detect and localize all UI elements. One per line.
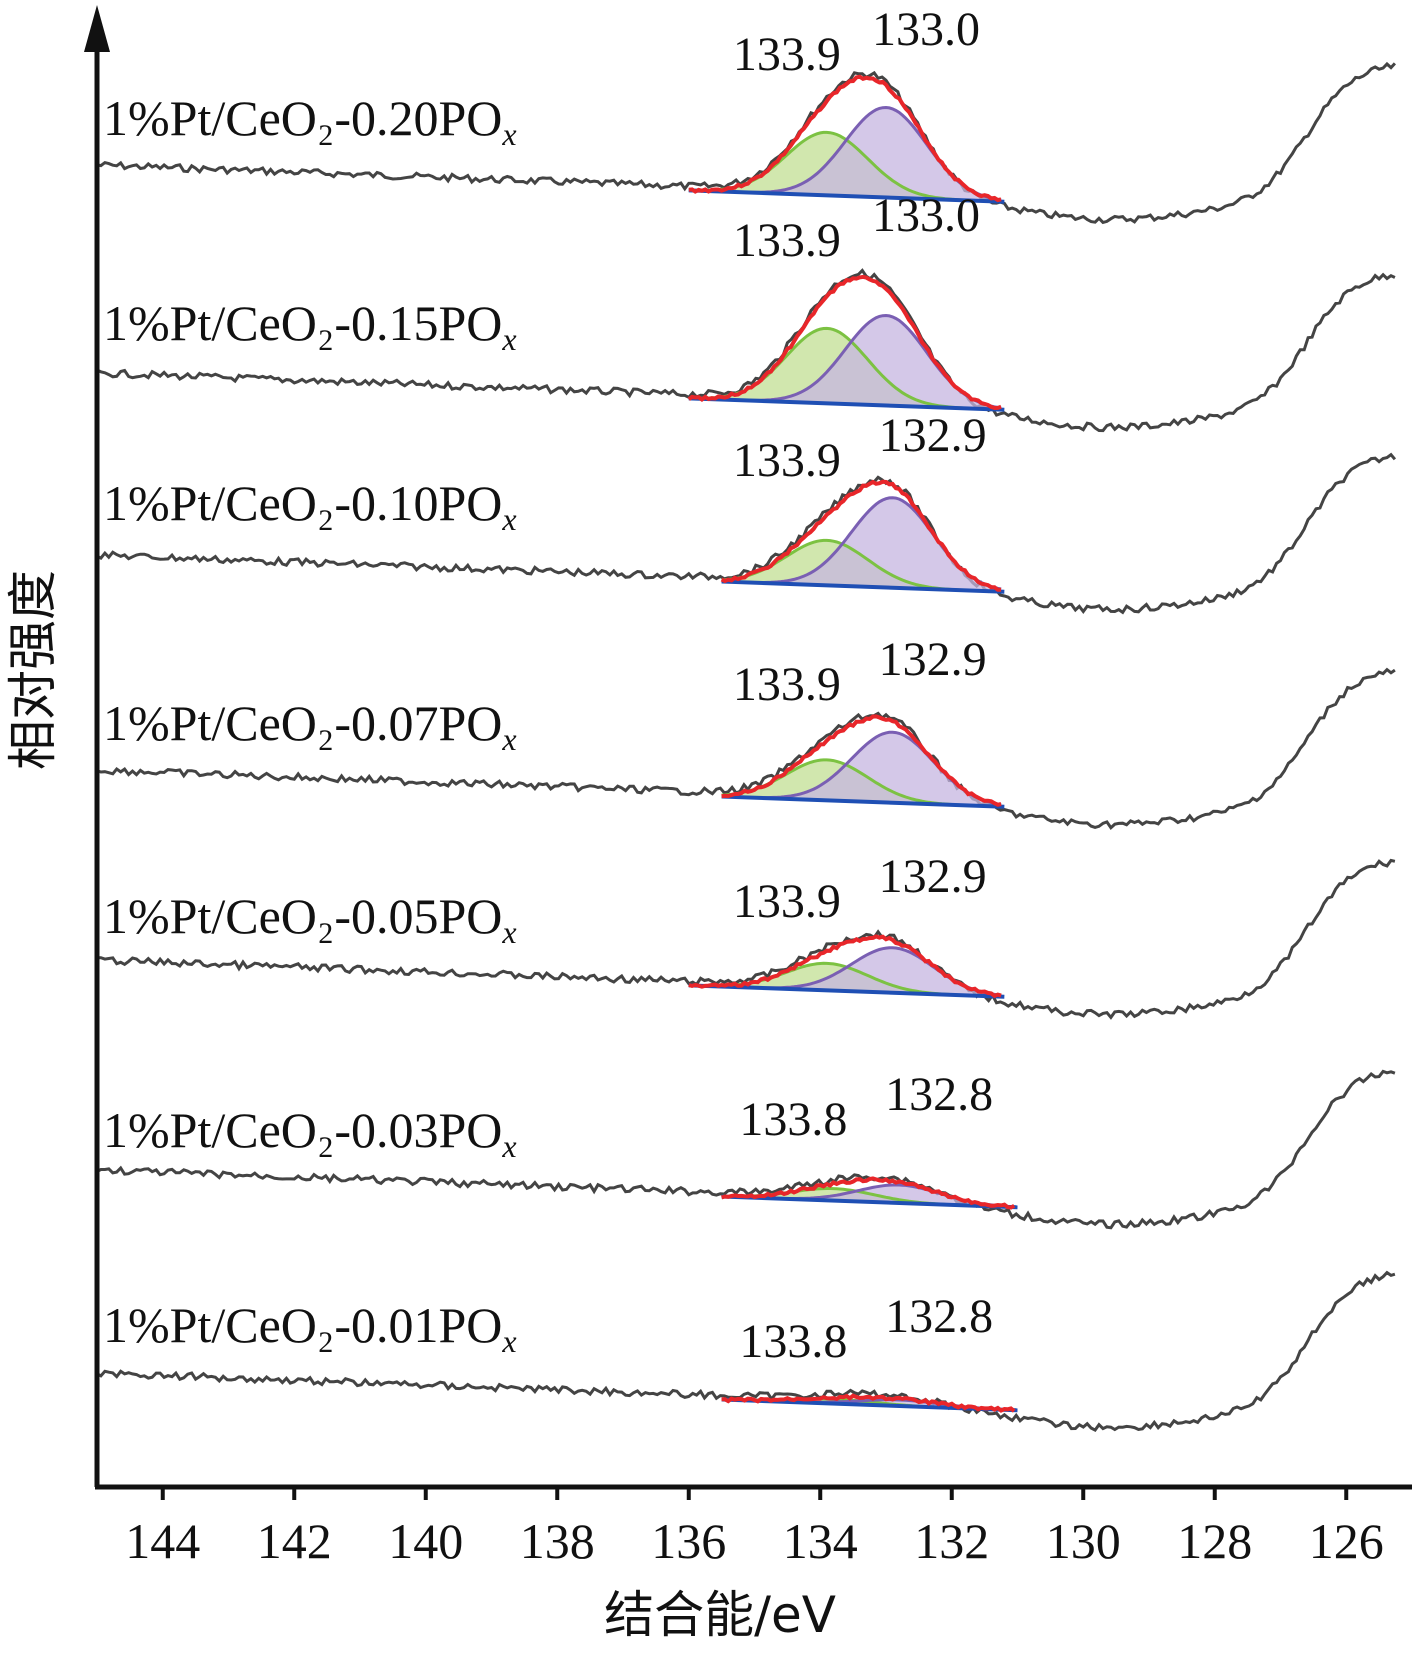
peak-label-high: 133.9	[733, 434, 841, 487]
series-label: 1%Pt/CeO₂-0.20POx	[103, 90, 517, 152]
raw-spectrum-line	[96, 268, 1396, 433]
x-tick-label: 126	[1309, 1513, 1384, 1569]
series-label: 1%Pt/CeO₂-0.03POx	[103, 1102, 517, 1164]
peak-label-low: 132.9	[879, 633, 987, 686]
axes: 144 142 140 138 136 134 132 130 128 126 结合能/eV 相对…	[4, 5, 1412, 1644]
x-tick-label: 140	[388, 1513, 463, 1569]
fit-envelope-line	[688, 934, 1002, 999]
x-tick-label: 134	[783, 1513, 858, 1569]
peak-label-low: 133.0	[872, 189, 980, 242]
y-axis-arrow	[84, 5, 110, 52]
series-label: 1%Pt/CeO₂-0.10POx	[103, 475, 517, 537]
series-label: 1%Pt/CeO₂-0.01POx	[103, 1297, 517, 1359]
peak-label-low: 132.8	[885, 1290, 993, 1343]
peak-label-high: 133.9	[733, 214, 841, 267]
x-tick-label: 136	[651, 1513, 726, 1569]
x-tick-label: 132	[914, 1513, 989, 1569]
fit-envelope-line	[687, 274, 1002, 411]
raw-spectrum-line	[96, 667, 1396, 830]
series-label: 1%Pt/CeO₂-0.15POx	[103, 295, 517, 357]
raw-spectrum-line	[96, 1069, 1396, 1230]
peak-low-fill	[688, 315, 1002, 410]
x-tick-label: 130	[1046, 1513, 1121, 1569]
fit-envelope-line	[688, 74, 1002, 203]
peak-low-fill	[721, 1184, 1015, 1208]
x-tick-label: 138	[520, 1513, 595, 1569]
peak-label-low: 132.9	[879, 850, 987, 903]
label-layer: 1%Pt/CeO₂-0.20POx 133.9 133.0 1%Pt/CeO₂-0.1…	[103, 3, 993, 1368]
peak-label-low: 132.9	[879, 409, 987, 462]
raw-spectrum-line	[96, 858, 1396, 1020]
peak-label-low: 133.0	[872, 3, 980, 56]
peak-label-high: 133.9	[733, 875, 841, 928]
raw-spectrum-line	[96, 452, 1397, 615]
peak-label-low: 132.8	[885, 1068, 993, 1121]
peak-label-high: 133.8	[739, 1093, 847, 1146]
series-label: 1%Pt/CeO₂-0.05POx	[103, 888, 517, 950]
fit-envelope-line	[720, 479, 1002, 592]
plot-area	[96, 61, 1397, 1433]
series-label: 1%Pt/CeO₂-0.07POx	[103, 695, 517, 757]
fit-envelope-line	[721, 1393, 1016, 1413]
peak-label-high: 133.8	[739, 1315, 847, 1368]
raw-spectrum-line	[96, 1270, 1396, 1433]
fit-background-line	[721, 1194, 1018, 1210]
x-ticks: 144 142 140 138 136 134 132 130 128 126	[125, 1487, 1384, 1569]
peak-low-fill	[721, 732, 1002, 807]
x-tick-label: 142	[257, 1513, 332, 1569]
fit-envelope-line	[721, 1176, 1016, 1210]
x-axis-title: 结合能/eV	[604, 1586, 836, 1644]
fit-background-line	[688, 396, 1005, 412]
fit-background-line	[721, 794, 1005, 809]
peak-label-high: 133.9	[733, 658, 841, 711]
y-axis-title: 相对强度	[4, 570, 62, 770]
x-tick-label: 144	[125, 1513, 200, 1569]
fit-background-line	[721, 579, 1005, 594]
raw-spectrum-line	[96, 61, 1396, 225]
peak-low-fill	[721, 497, 1002, 592]
fit-envelope-line	[721, 714, 1002, 807]
peak-low-fill	[688, 107, 1002, 202]
x-tick-label: 128	[1177, 1513, 1252, 1569]
fit-background-line	[688, 188, 1005, 204]
peak-label-high: 133.9	[733, 28, 841, 81]
